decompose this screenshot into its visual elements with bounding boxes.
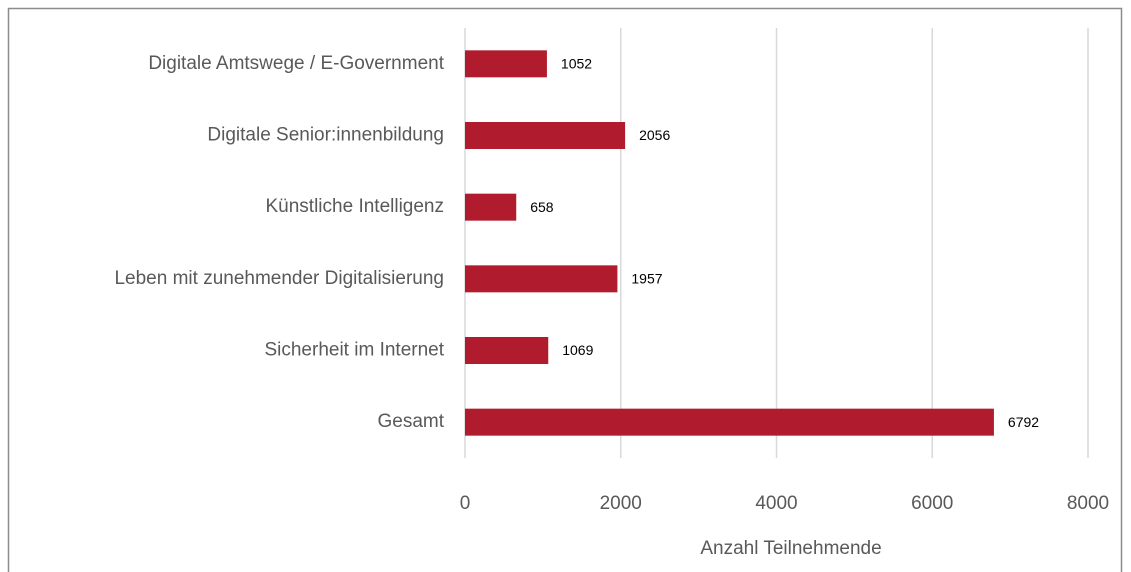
x-axis-label: Anzahl Teilnehmende: [700, 538, 881, 559]
data-label: 6792: [1008, 414, 1039, 430]
bar: [465, 337, 549, 364]
bar: [465, 193, 517, 221]
y-tick-label: Künstliche Intelligenz: [266, 196, 445, 217]
y-tick-label: Leben mit zunehmender Digitalisierung: [114, 268, 444, 289]
bar: [465, 50, 547, 78]
bar: [465, 265, 618, 293]
data-label: 1052: [561, 56, 592, 72]
data-label: 1069: [562, 342, 593, 358]
y-tick-label: Digitale Senior:innenbildung: [207, 125, 444, 146]
data-label: 658: [530, 199, 554, 215]
x-tick-label: 2000: [600, 493, 642, 514]
y-tick-label: Sicherheit im Internet: [264, 340, 444, 361]
y-tick-label: Gesamt: [377, 411, 444, 432]
bar: [465, 408, 994, 436]
bar: [465, 122, 626, 149]
data-label: 1957: [631, 271, 662, 287]
x-tick-label: 4000: [755, 493, 797, 514]
chart-frame: [7, 7, 1123, 572]
data-label: 2056: [639, 127, 670, 143]
x-tick-label: 8000: [1067, 493, 1109, 514]
x-tick-label: 0: [460, 493, 471, 514]
x-tick-label: 6000: [911, 493, 953, 514]
y-tick-label: Digitale Amtswege / E-Government: [148, 53, 444, 74]
